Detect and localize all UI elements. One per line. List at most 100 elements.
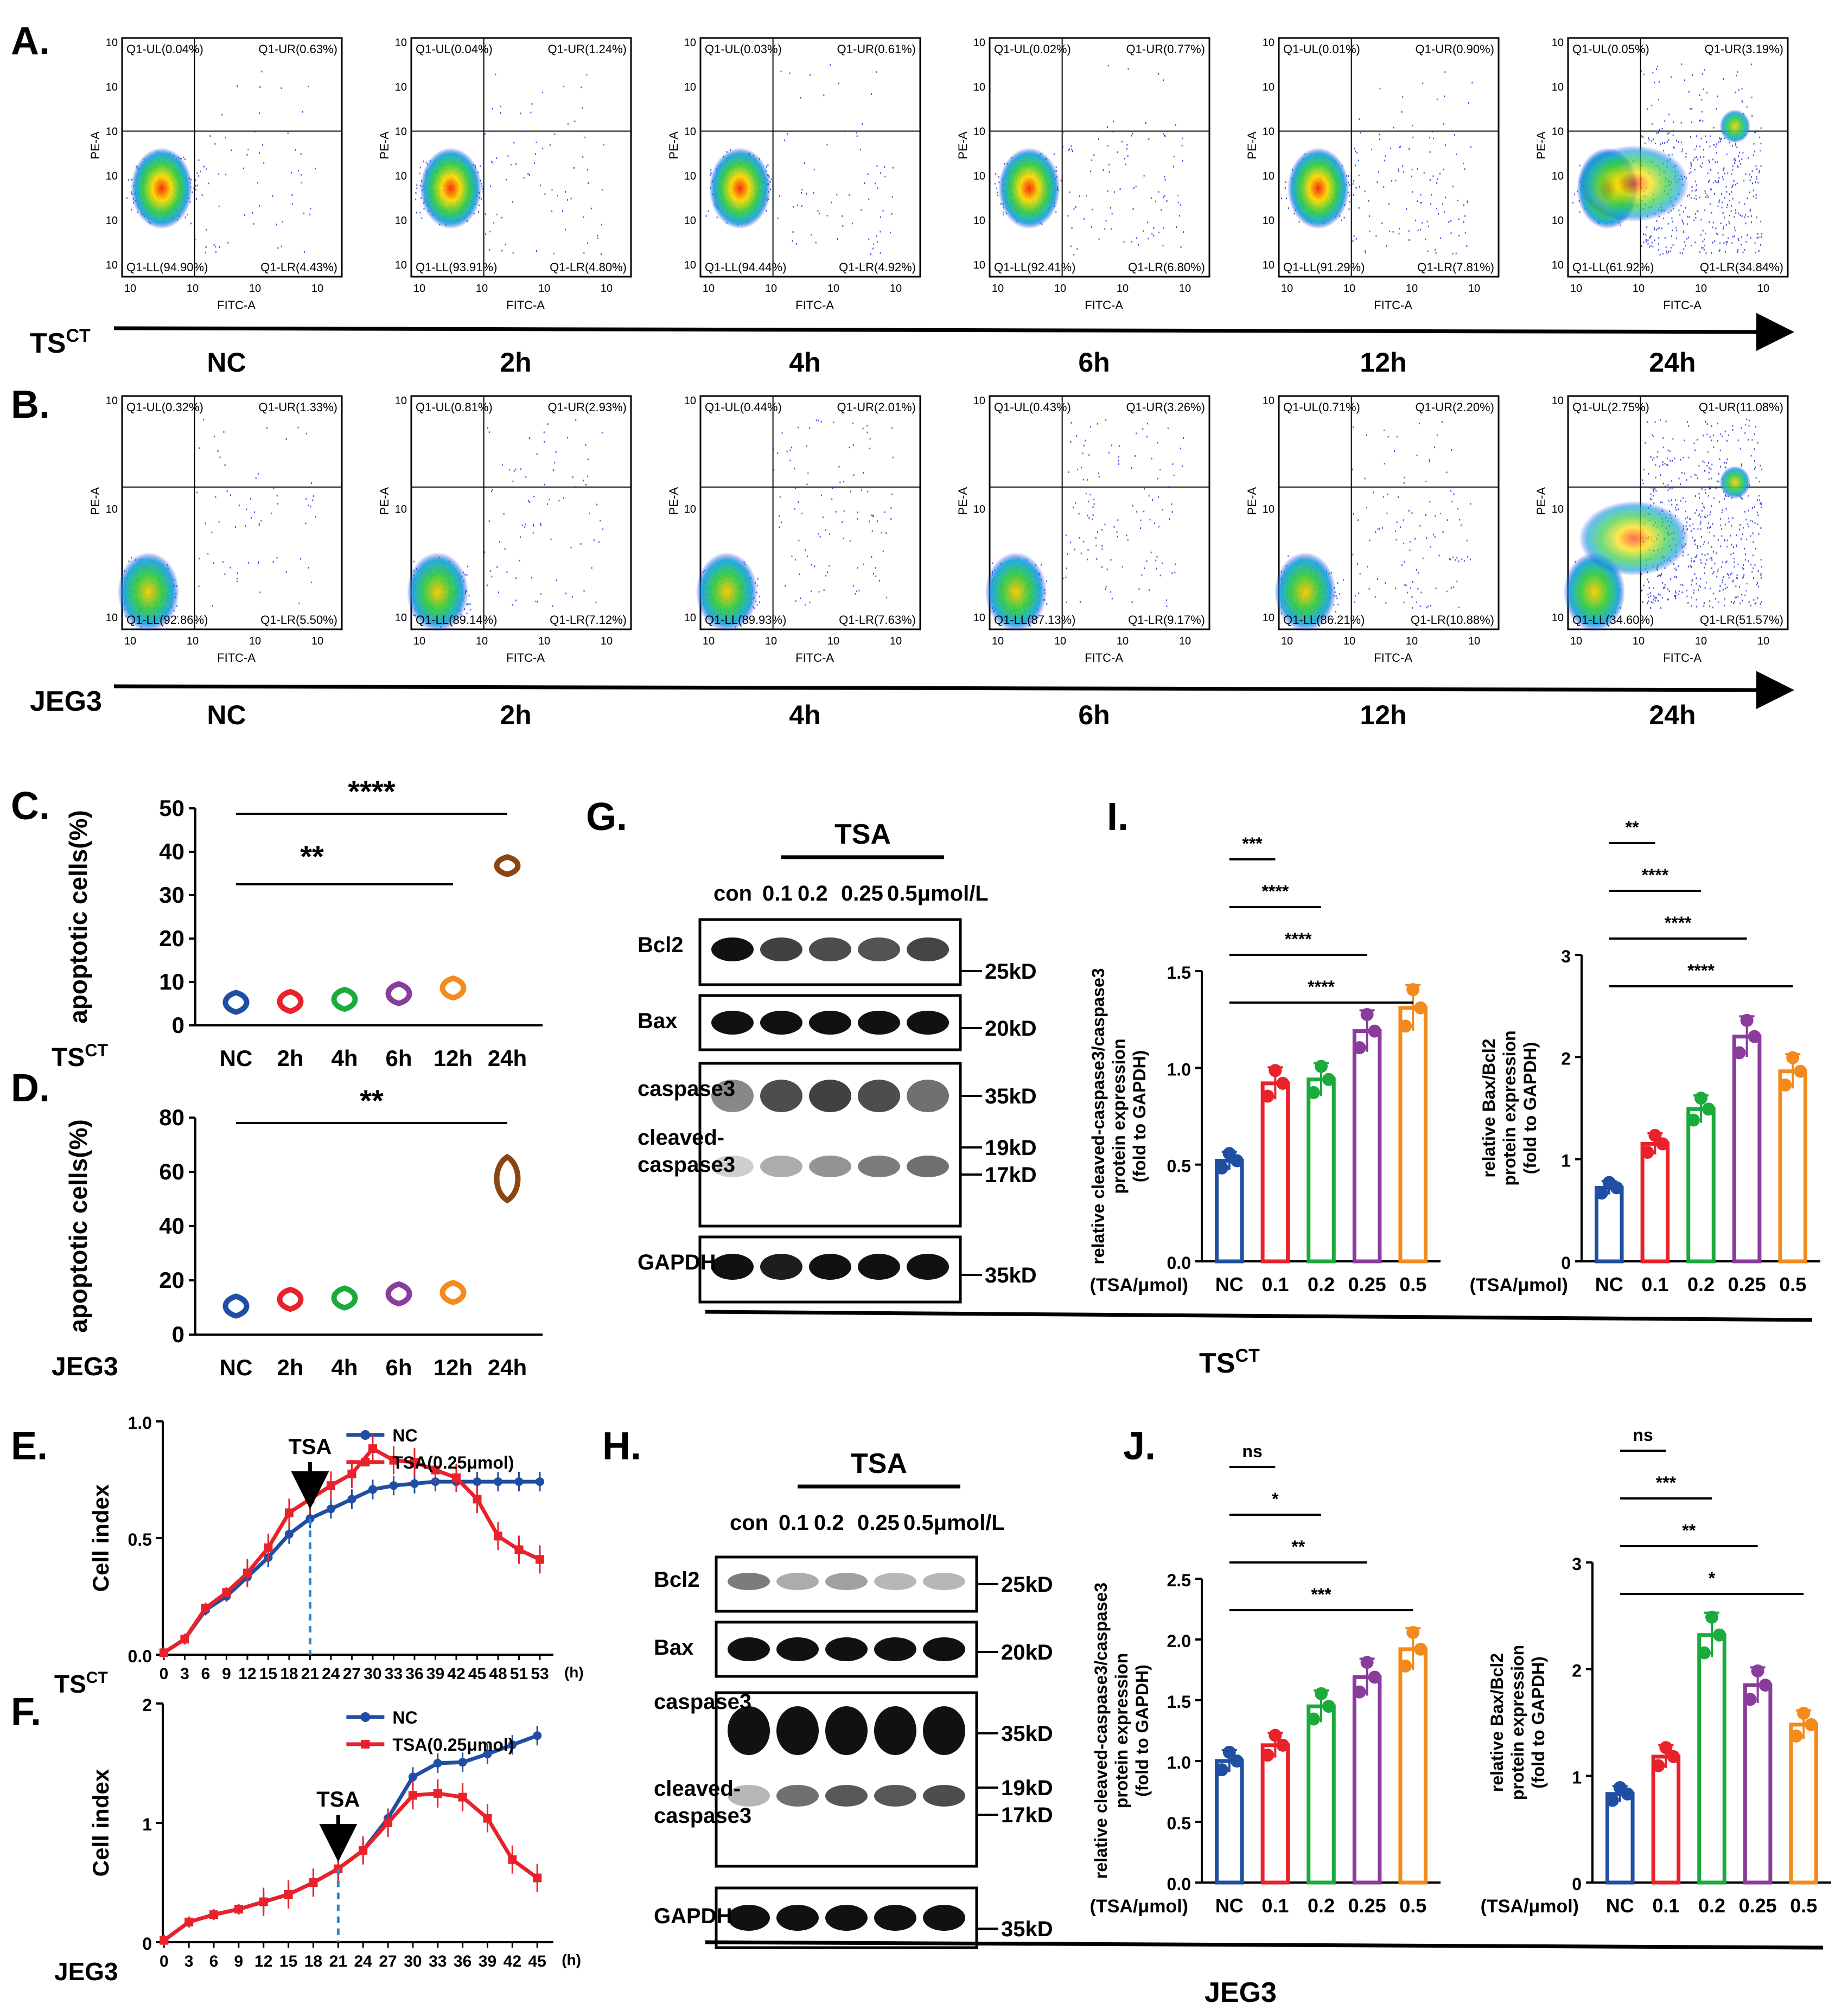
tick-label-x: 33 bbox=[385, 1665, 403, 1683]
quadrant-label-ll: Q1-LL(89.14%) bbox=[416, 613, 497, 627]
axis-tick-y: 10 bbox=[1263, 259, 1275, 271]
axis-tick-x: 10 bbox=[601, 283, 613, 295]
time-label: 12h bbox=[1360, 347, 1406, 378]
series-point bbox=[222, 1588, 231, 1597]
blot-band bbox=[858, 1080, 900, 1112]
axis-tick-y: 10 bbox=[106, 395, 118, 407]
axis-tick-x: 10 bbox=[413, 283, 425, 295]
data-point bbox=[1322, 1073, 1335, 1086]
legend-marker bbox=[360, 1712, 371, 1722]
tick-label-x: 45 bbox=[468, 1665, 486, 1683]
tick-label-x: 0.1 bbox=[1652, 1894, 1679, 1917]
axis-tick-x: 10 bbox=[249, 635, 261, 647]
blot-band bbox=[711, 937, 754, 961]
quadrant-label-ur: Q1-UR(11.08%) bbox=[1699, 400, 1783, 414]
kd-label: 17kD bbox=[1001, 1803, 1053, 1827]
axis-tick-x: 10 bbox=[538, 635, 550, 647]
series-point bbox=[535, 1477, 544, 1487]
tick-label-x: 42 bbox=[447, 1665, 465, 1683]
blot-band bbox=[776, 1637, 819, 1661]
cell-name: TS bbox=[54, 1670, 86, 1698]
tick-label-x: 12h bbox=[434, 1355, 473, 1380]
axis-label-y: (fold to GAPDH) bbox=[1520, 1042, 1540, 1175]
axis-label-y: PE-A bbox=[667, 487, 680, 515]
sig-label: **** bbox=[1285, 929, 1312, 949]
tick-label-y: 50 bbox=[159, 795, 184, 821]
sig-label: **** bbox=[1665, 913, 1692, 933]
data-point bbox=[1368, 1670, 1381, 1684]
data-point bbox=[1698, 1646, 1711, 1660]
axis-label-y: PE-A bbox=[378, 131, 391, 160]
tick-label-y: 2.0 bbox=[1167, 1631, 1191, 1651]
axis-tick-y: 10 bbox=[684, 503, 696, 515]
bar bbox=[1640, 1141, 1670, 1264]
flow-plot: Q1-UL(0.05%) Q1-UR(3.19%) Q1-LL(61.92%) Q1-… bbox=[1534, 37, 1789, 312]
cell-name: JEG3 bbox=[54, 1957, 118, 1986]
timeline-arrow-a bbox=[113, 312, 1794, 351]
blot-band bbox=[923, 1785, 965, 1807]
data-point bbox=[1786, 1051, 1800, 1064]
axis-tick-y: 10 bbox=[973, 215, 985, 227]
quadrant-label-lr: Q1-LR(4.92%) bbox=[839, 260, 916, 274]
series-point bbox=[284, 1508, 294, 1517]
bar bbox=[1686, 1107, 1716, 1264]
axis-tick-x: 10 bbox=[703, 635, 715, 647]
row-label: cleaved- bbox=[638, 1126, 724, 1150]
flow-density-core bbox=[1274, 552, 1336, 632]
quadrant-label-ll: Q1-LL(93.91%) bbox=[416, 260, 497, 274]
quadrant-label-lr: Q1-LR(34.84%) bbox=[1700, 260, 1783, 274]
blot-band bbox=[825, 1706, 868, 1755]
time-label: NC bbox=[207, 700, 246, 730]
blot-band bbox=[728, 1785, 770, 1807]
axis-label-y: apoptotic cells(%) bbox=[64, 1119, 92, 1333]
tick-label-x: 0 bbox=[160, 1665, 169, 1683]
axis-label-y: PE-A bbox=[956, 487, 970, 515]
kd-label: 25kD bbox=[985, 960, 1037, 984]
violin-mark bbox=[222, 990, 250, 1015]
data-point bbox=[1399, 1019, 1412, 1033]
axis-label-x: FITC-A bbox=[1374, 651, 1412, 665]
blot-band bbox=[809, 937, 851, 961]
row-label: caspase3 bbox=[638, 1077, 735, 1101]
tick-label-x: 0.25 bbox=[1348, 1894, 1386, 1917]
cell-name: JEG3 bbox=[52, 1352, 118, 1381]
quadrant-label-ul: Q1-UL(0.03%) bbox=[705, 42, 782, 56]
axis-tick-y: 10 bbox=[973, 126, 985, 138]
data-point bbox=[1261, 1089, 1275, 1103]
cell-sup: CT bbox=[86, 1669, 108, 1687]
blot-band bbox=[907, 1080, 949, 1112]
quadrant-label-ur: Q1-UR(1.24%) bbox=[548, 42, 627, 56]
data-point bbox=[1595, 1186, 1608, 1200]
axis-tick-y: 10 bbox=[684, 395, 696, 407]
tick-label-x: 0.2 bbox=[1308, 1894, 1335, 1917]
axis-tick-x: 10 bbox=[476, 635, 488, 647]
quadrant-label-lr: Q1-LR(9.17%) bbox=[1128, 613, 1205, 627]
tick-label-y: 0 bbox=[1561, 1253, 1571, 1273]
axis-tick-y: 10 bbox=[1552, 503, 1564, 515]
axis-label-y: relative Bax/Bcl2 bbox=[1479, 1038, 1499, 1177]
axis-label-y: apoptotic cells(%) bbox=[64, 810, 92, 1024]
bar bbox=[1215, 1759, 1244, 1885]
flow-density-ur bbox=[1719, 466, 1751, 499]
axis-tick-y: 10 bbox=[684, 37, 696, 49]
tick-label-y: 0.0 bbox=[1167, 1253, 1191, 1273]
series-point bbox=[384, 1819, 393, 1827]
time-label: NC bbox=[207, 347, 246, 378]
data-point bbox=[1307, 1086, 1320, 1099]
axis-tick-x: 10 bbox=[1570, 635, 1582, 647]
axis-tick-x: 10 bbox=[476, 283, 488, 295]
blot-band bbox=[776, 1905, 819, 1931]
blot-band bbox=[711, 1080, 754, 1112]
flow-plot: Q1-UL(0.32%) Q1-UR(1.33%) Q1-LL(92.86%) Q1-… bbox=[88, 395, 343, 665]
axis-tick-x: 10 bbox=[1633, 283, 1645, 295]
lane-label: 0.1 bbox=[762, 882, 793, 905]
data-point bbox=[1222, 1745, 1236, 1759]
quadrant-label-ul: Q1-UL(0.05%) bbox=[1572, 42, 1649, 56]
quadrant-label-ll: Q1-LL(34.60%) bbox=[1572, 613, 1654, 627]
chart-I1: 0.0 0.5 1.0 1.5 NC 0.1 0.2 0.25 0.5 (TSA/μmol) ***… bbox=[1088, 834, 1441, 1296]
series-point bbox=[533, 1873, 542, 1883]
axis-prefix-x: (TSA/μmol) bbox=[1470, 1275, 1568, 1296]
flow-row-tsct: Q1-UL(0.04%) Q1-UR(0.63%) Q1-LL(94.90%) Q1-… bbox=[88, 37, 1789, 378]
